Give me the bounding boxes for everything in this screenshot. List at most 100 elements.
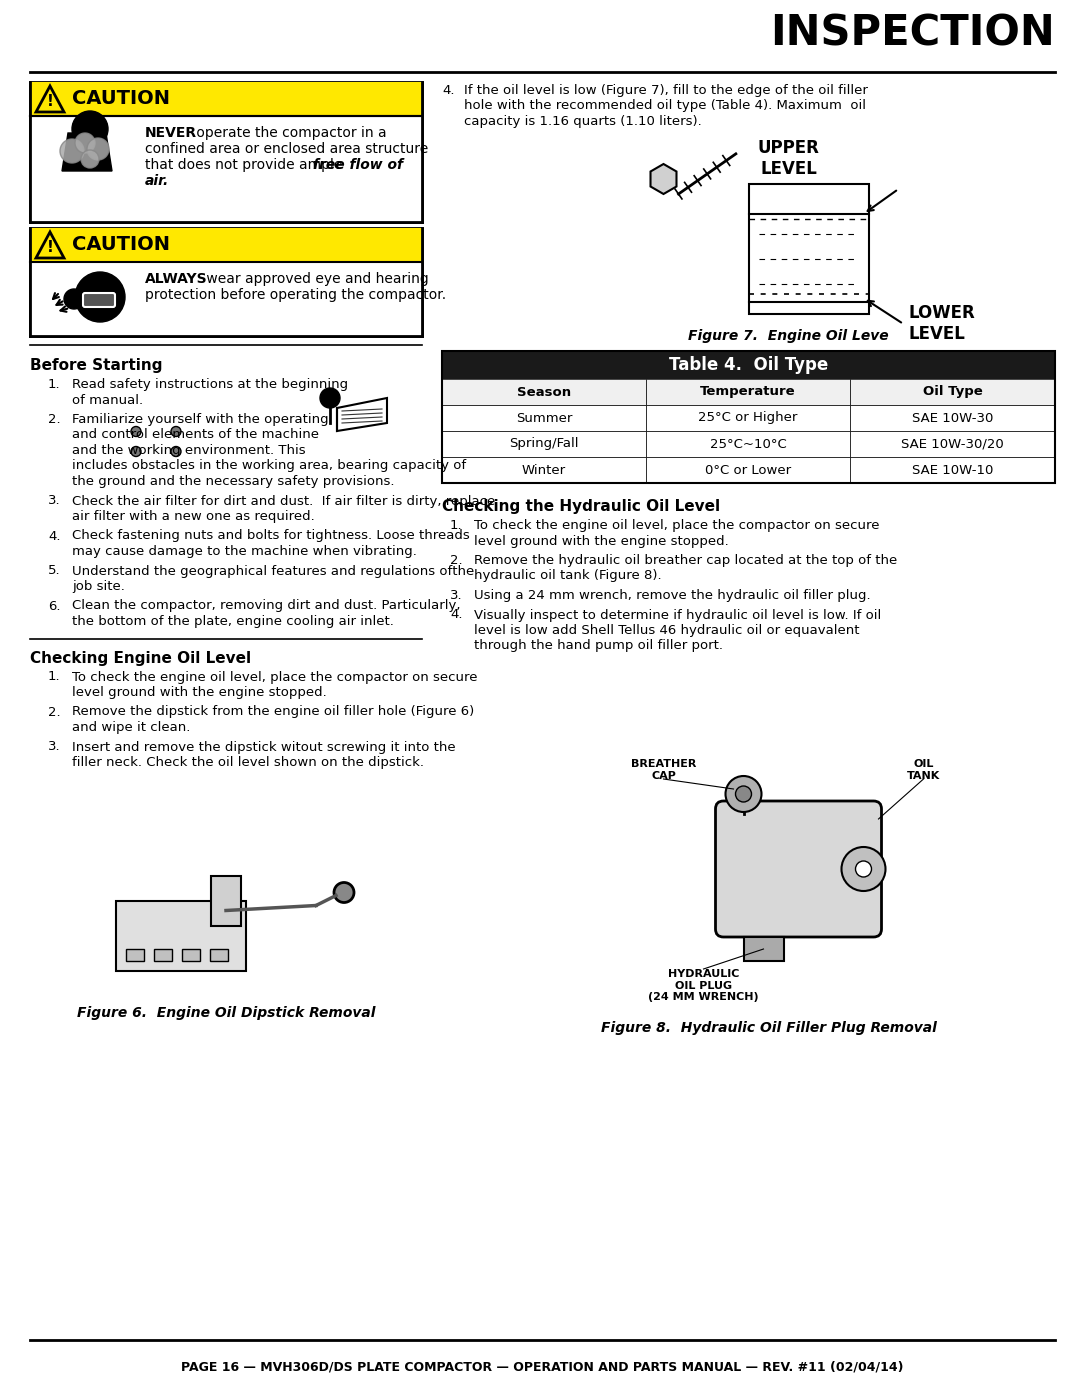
Text: level ground with the engine stopped.: level ground with the engine stopped. bbox=[474, 535, 729, 548]
Text: and control elements of the machine: and control elements of the machine bbox=[72, 429, 319, 441]
Text: 2.: 2. bbox=[48, 414, 60, 426]
Text: If the oil level is low (Figure 7), fill to the edge of the oil filler: If the oil level is low (Figure 7), fill… bbox=[464, 84, 868, 96]
FancyBboxPatch shape bbox=[646, 457, 850, 483]
Text: UPPER
LEVEL: UPPER LEVEL bbox=[757, 138, 820, 177]
Circle shape bbox=[87, 138, 109, 161]
FancyBboxPatch shape bbox=[442, 432, 646, 457]
Text: Familiarize yourself with the operating: Familiarize yourself with the operating bbox=[72, 414, 328, 426]
Circle shape bbox=[735, 787, 752, 802]
Text: 1.: 1. bbox=[48, 671, 60, 683]
Text: 1.: 1. bbox=[48, 379, 60, 391]
Text: !: ! bbox=[46, 240, 53, 256]
Circle shape bbox=[320, 388, 340, 408]
Circle shape bbox=[75, 133, 95, 154]
Text: 25°C or Higher: 25°C or Higher bbox=[699, 412, 798, 425]
FancyBboxPatch shape bbox=[442, 379, 646, 405]
Text: Read safety instructions at the beginning: Read safety instructions at the beginnin… bbox=[72, 379, 348, 391]
Circle shape bbox=[334, 883, 354, 902]
FancyBboxPatch shape bbox=[210, 949, 228, 961]
Polygon shape bbox=[337, 398, 387, 432]
Text: Spring/Fall: Spring/Fall bbox=[510, 437, 579, 450]
Text: Winter: Winter bbox=[522, 464, 566, 476]
FancyBboxPatch shape bbox=[646, 379, 850, 405]
Text: level is low add Shell Tellus 46 hydraulic oil or equavalent: level is low add Shell Tellus 46 hydraul… bbox=[474, 624, 860, 637]
FancyBboxPatch shape bbox=[442, 457, 646, 483]
FancyBboxPatch shape bbox=[30, 228, 422, 263]
Circle shape bbox=[171, 426, 181, 436]
Polygon shape bbox=[62, 133, 112, 170]
Text: Checking the Hydraulic Oil Level: Checking the Hydraulic Oil Level bbox=[442, 499, 720, 514]
Text: of manual.: of manual. bbox=[72, 394, 144, 407]
FancyBboxPatch shape bbox=[442, 351, 1055, 379]
Text: 2.: 2. bbox=[450, 555, 462, 567]
Text: 1.: 1. bbox=[450, 520, 462, 532]
Text: 2.: 2. bbox=[48, 705, 60, 718]
Text: protection before operating the compactor.: protection before operating the compacto… bbox=[145, 288, 446, 302]
Text: through the hand pump oil filler port.: through the hand pump oil filler port. bbox=[474, 640, 723, 652]
Text: and wipe it clean.: and wipe it clean. bbox=[72, 721, 190, 733]
Text: 6.: 6. bbox=[48, 599, 60, 612]
Text: Remove the dipstick from the engine oil filler hole (Figure 6): Remove the dipstick from the engine oil … bbox=[72, 705, 474, 718]
Text: BREATHER
CAP: BREATHER CAP bbox=[631, 759, 697, 781]
FancyBboxPatch shape bbox=[30, 228, 422, 337]
Circle shape bbox=[131, 447, 141, 457]
Text: that does not provide ample: that does not provide ample bbox=[145, 158, 347, 172]
Circle shape bbox=[855, 861, 872, 877]
FancyBboxPatch shape bbox=[715, 800, 881, 937]
Text: Summer: Summer bbox=[516, 412, 572, 425]
Text: 4.: 4. bbox=[48, 529, 60, 542]
Text: Oil Type: Oil Type bbox=[922, 386, 983, 398]
Text: level ground with the engine stopped.: level ground with the engine stopped. bbox=[72, 686, 327, 698]
Text: CAUTION: CAUTION bbox=[72, 89, 170, 109]
FancyBboxPatch shape bbox=[646, 405, 850, 432]
Text: 3.: 3. bbox=[450, 590, 462, 602]
Text: job site.: job site. bbox=[72, 580, 125, 592]
Text: CAUTION: CAUTION bbox=[72, 236, 170, 254]
Text: may cause damage to the machine when vibrating.: may cause damage to the machine when vib… bbox=[72, 545, 417, 557]
Text: hydraulic oil tank (Figure 8).: hydraulic oil tank (Figure 8). bbox=[474, 570, 662, 583]
FancyBboxPatch shape bbox=[126, 949, 144, 961]
Text: Season: Season bbox=[517, 386, 571, 398]
Circle shape bbox=[131, 426, 141, 436]
Text: 4.: 4. bbox=[442, 84, 455, 96]
Text: free flow of: free flow of bbox=[313, 158, 403, 172]
FancyBboxPatch shape bbox=[850, 379, 1055, 405]
Text: operate the compactor in a: operate the compactor in a bbox=[192, 126, 387, 140]
Polygon shape bbox=[36, 232, 64, 258]
Text: To check the engine oil level, place the compactor on secure: To check the engine oil level, place the… bbox=[72, 671, 477, 683]
Text: HYDRAULIC
OIL PLUG
(24 MM WRENCH): HYDRAULIC OIL PLUG (24 MM WRENCH) bbox=[648, 970, 759, 1002]
Text: Figure 8.  Hydraulic Oil Filler Plug Removal: Figure 8. Hydraulic Oil Filler Plug Remo… bbox=[600, 1021, 936, 1035]
Text: Checking Engine Oil Level: Checking Engine Oil Level bbox=[30, 651, 252, 665]
Text: air filter with a new one as required.: air filter with a new one as required. bbox=[72, 510, 314, 522]
Text: Before Starting: Before Starting bbox=[30, 358, 162, 373]
Text: the bottom of the plate, engine cooling air inlet.: the bottom of the plate, engine cooling … bbox=[72, 615, 394, 629]
Text: includes obstacles in the working area, bearing capacity of: includes obstacles in the working area, … bbox=[72, 460, 467, 472]
FancyBboxPatch shape bbox=[211, 876, 241, 925]
Text: Insert and remove the dipstick witout screwing it into the: Insert and remove the dipstick witout sc… bbox=[72, 740, 456, 753]
Text: 0°C or Lower: 0°C or Lower bbox=[705, 464, 791, 476]
Text: filler neck. Check the oil level shown on the dipstick.: filler neck. Check the oil level shown o… bbox=[72, 756, 424, 768]
FancyBboxPatch shape bbox=[83, 293, 114, 307]
Text: To check the engine oil level, place the compactor on secure: To check the engine oil level, place the… bbox=[474, 520, 879, 532]
Text: 3.: 3. bbox=[48, 495, 60, 507]
Text: Figure 6.  Engine Oil Dipstick Removal: Figure 6. Engine Oil Dipstick Removal bbox=[77, 1006, 375, 1020]
FancyBboxPatch shape bbox=[850, 405, 1055, 432]
FancyBboxPatch shape bbox=[30, 82, 422, 222]
Text: INSPECTION: INSPECTION bbox=[770, 13, 1055, 54]
Text: and the working environment. This: and the working environment. This bbox=[72, 444, 306, 457]
Text: 5.: 5. bbox=[48, 564, 60, 577]
Text: !: ! bbox=[46, 95, 53, 109]
Text: Temperature: Temperature bbox=[700, 386, 796, 398]
Circle shape bbox=[726, 775, 761, 812]
Text: Understand the geographical features and regulations of​the: Understand the geographical features and… bbox=[72, 564, 474, 577]
Text: 3.: 3. bbox=[48, 740, 60, 753]
Text: SAE 10W-30/20: SAE 10W-30/20 bbox=[901, 437, 1004, 450]
Text: SAE 10W-30: SAE 10W-30 bbox=[912, 412, 994, 425]
Circle shape bbox=[81, 149, 99, 168]
Text: LOWER
LEVEL: LOWER LEVEL bbox=[908, 305, 975, 342]
Text: Check the air filter for dirt and dust.  If air filter is dirty, replace: Check the air filter for dirt and dust. … bbox=[72, 495, 496, 507]
Text: OIL
TANK: OIL TANK bbox=[907, 759, 940, 781]
FancyBboxPatch shape bbox=[850, 432, 1055, 457]
Text: Remove the hydraulic oil breather cap located at the top of the: Remove the hydraulic oil breather cap lo… bbox=[474, 555, 897, 567]
Text: hole with the recommended oil type (Table 4). Maximum  oil: hole with the recommended oil type (Tabl… bbox=[464, 99, 866, 113]
